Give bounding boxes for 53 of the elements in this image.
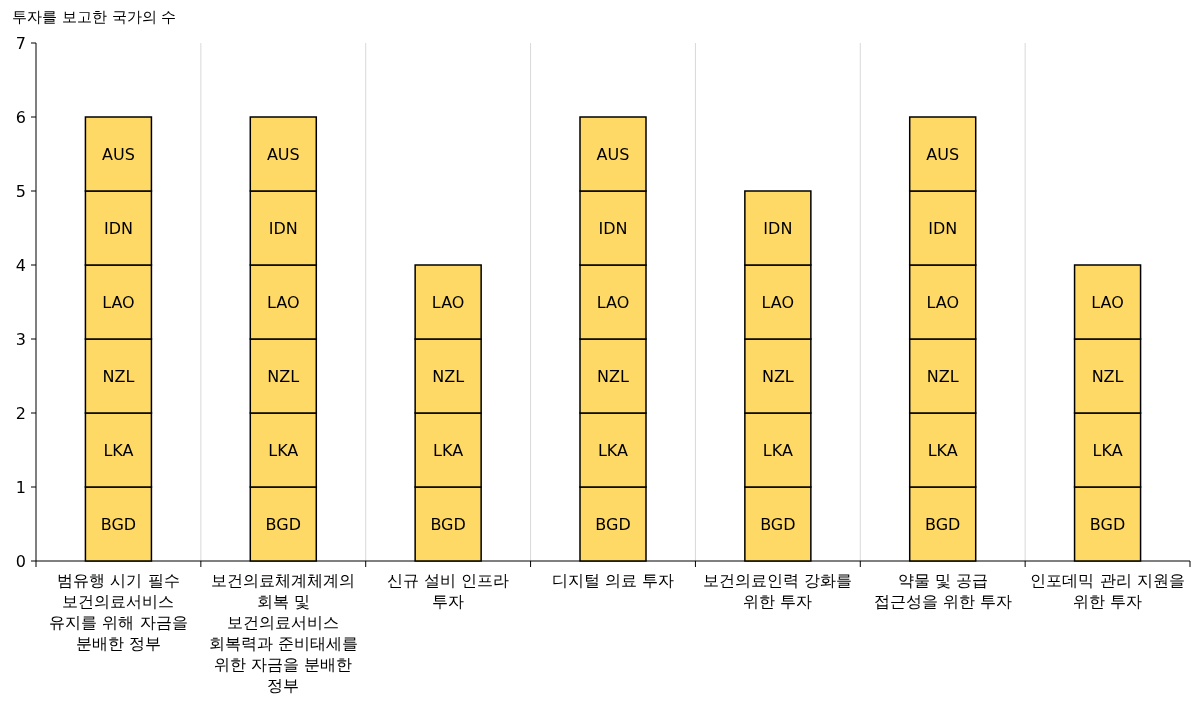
x-tick-label: 인포데믹 관리 지원을 위한 투자: [1030, 571, 1185, 611]
y-tick-label: 1: [15, 478, 26, 497]
y-tick-label: 0: [15, 552, 26, 571]
text: LAO: [926, 293, 959, 312]
text: AUS: [926, 145, 960, 164]
text: NZL: [761, 367, 794, 386]
text: IDN: [928, 219, 958, 238]
text: IDN: [598, 219, 628, 238]
text: BGD: [760, 515, 796, 534]
x-tick-label: 보건의료인력 강화를 위한 투자: [703, 571, 853, 611]
text: LAO: [267, 293, 300, 312]
text: LKA: [597, 441, 629, 460]
text: AUS: [266, 145, 300, 164]
y-tick-label: 7: [15, 34, 26, 53]
text: NZL: [102, 367, 135, 386]
series-label: NZL: [267, 367, 300, 386]
x-tick-label: 보건의료체계체계의 회복 및 보건의료서비스 회복력과 준비태세를 위한 자금을 분배한 정부: [208, 571, 358, 695]
y-tick-label: 4: [15, 256, 26, 275]
y-tick-label: 2: [15, 404, 26, 423]
series-label: LAO: [431, 293, 465, 312]
text: NZL: [432, 367, 465, 386]
text: LKA: [762, 441, 793, 460]
y-tick-label: 5: [15, 182, 26, 201]
text: IDN: [763, 219, 793, 238]
text: BGD: [1089, 515, 1126, 534]
text: LKA: [103, 441, 134, 460]
text: LAO: [761, 293, 795, 312]
text: LAO: [596, 293, 630, 312]
text: AUS: [596, 145, 630, 164]
series-label: BGD: [265, 515, 301, 534]
y-tick-label: 3: [15, 330, 26, 349]
text: LKA: [268, 441, 299, 460]
text: NZL: [926, 367, 959, 386]
x-tick-label: 신규 설비 인프라 투자: [387, 571, 510, 611]
text: IDN: [103, 219, 133, 238]
x-tick-label: 디지털 의료 투자: [551, 571, 675, 590]
series-label: AUS: [102, 145, 135, 164]
text: LAO: [1091, 293, 1124, 312]
x-tick-label: 약물 및 공급 접근성을 위한 투자: [873, 571, 1012, 611]
text: LKA: [927, 441, 958, 460]
x-tick-label: 범유행 시기 필수 보건의료서비스 유지를 위해 자금을 분배한 정부: [49, 571, 188, 653]
text: BGD: [100, 515, 137, 534]
series-label: LKA: [433, 441, 464, 460]
text: LAO: [102, 293, 135, 312]
text: NZL: [597, 367, 629, 386]
series-label: IDN: [268, 219, 298, 238]
y-axis-title: 투자를 보고한 국가의 수: [12, 8, 177, 26]
y-tick-label: 6: [15, 108, 26, 127]
text: BGD: [595, 515, 631, 534]
text: LKA: [1092, 441, 1123, 460]
text: BGD: [925, 515, 961, 534]
text: NZL: [1091, 367, 1124, 386]
text: BGD: [430, 515, 466, 534]
